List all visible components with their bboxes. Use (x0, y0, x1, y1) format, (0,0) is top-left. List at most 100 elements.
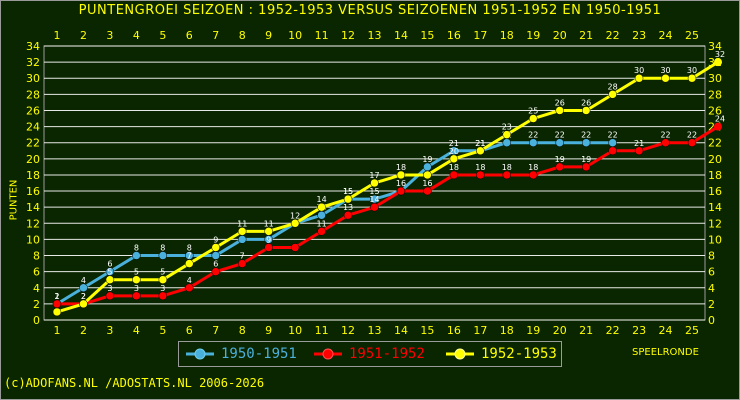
legend-item-1952-1953[interactable]: 1952-1953 (445, 342, 557, 366)
x-tick-label-top: 17 (473, 29, 487, 42)
y-tick-label-right: 16 (708, 185, 722, 198)
data-label-1952-1953: 28 (608, 82, 618, 91)
y-tick-label-left: 28 (26, 88, 40, 101)
data-point-1951-1952 (529, 170, 538, 180)
x-tick-label-top: 25 (685, 29, 699, 42)
data-label-1950-1951: 21 (475, 139, 485, 148)
data-point-1951-1952 (581, 162, 591, 172)
data-label-1951-1952: 18 (502, 163, 512, 172)
data-label-1950-1951: 16 (396, 179, 406, 188)
y-tick-label-left: 32 (26, 56, 40, 69)
data-label-1950-1951: 8 (187, 244, 192, 253)
x-tick-label-bottom: 18 (500, 324, 514, 337)
data-point-1951-1952 (449, 170, 459, 180)
y-axis-label: PUNTEN (8, 179, 20, 221)
data-point-1951-1952 (317, 227, 326, 236)
data-label-1952-1953: 18 (396, 163, 406, 172)
data-label-1952-1953: 23 (502, 123, 512, 132)
x-tick-label-bottom: 13 (368, 324, 382, 337)
x-tick-label-top: 19 (526, 29, 540, 42)
x-tick-label-top: 7 (212, 29, 219, 42)
data-label-1951-1952: 22 (687, 131, 697, 140)
data-point-1952-1953 (502, 130, 512, 139)
data-point-1952-1953 (264, 227, 273, 236)
y-tick-label-left: 0 (33, 314, 40, 327)
y-tick-label-right: 18 (708, 169, 722, 182)
x-tick-label-bottom: 5 (159, 324, 166, 337)
data-label-1951-1952: 3 (160, 284, 165, 293)
data-point-1950-1951 (529, 138, 538, 147)
data-label-1952-1953: 26 (581, 98, 591, 107)
data-label-1951-1952: 22 (660, 131, 670, 140)
chart-title: PUNTENGROEI SEIZOEN : 1952-1953 VERSUS S… (78, 3, 662, 18)
data-label-1950-1951: 15 (369, 187, 379, 196)
x-tick-label-top: 21 (579, 29, 593, 42)
series-line-1950-1951 (56, 141, 613, 306)
data-label-1952-1953: 2 (81, 292, 86, 301)
x-tick-label-top: 10 (288, 29, 302, 42)
data-label-1952-1953: 11 (264, 219, 274, 228)
y-tick-label-right: 26 (708, 104, 722, 117)
data-point-1951-1952 (608, 146, 617, 156)
data-label-1950-1951: 8 (160, 244, 165, 253)
data-point-1952-1953 (211, 243, 220, 252)
data-point-1952-1953 (687, 73, 697, 83)
data-label-1952-1953: 26 (555, 98, 565, 107)
data-point-1950-1951 (581, 138, 591, 147)
data-label-1952-1953: 5 (134, 268, 139, 277)
x-tick-label-top: 23 (632, 29, 646, 42)
x-tick-label-top: 5 (159, 29, 166, 42)
data-point-1951-1952 (158, 291, 168, 301)
y-tick-label-right: 8 (708, 250, 715, 263)
x-tick-label-top: 9 (265, 29, 272, 42)
data-point-1952-1953 (634, 73, 644, 83)
data-label-1952-1953: 15 (343, 187, 353, 196)
data-label-1951-1952: 3 (107, 284, 112, 293)
legend-label-1951-1952: 1951-1952 (349, 346, 425, 362)
data-label-1952-1953: 9 (213, 235, 218, 244)
data-label-1951-1952: 18 (449, 163, 459, 172)
x-tick-label-bottom: 3 (106, 324, 113, 337)
data-point-1951-1952 (502, 170, 512, 180)
data-point-1950-1951 (423, 162, 432, 172)
data-label-1950-1951: 4 (81, 276, 86, 285)
data-point-1950-1951 (237, 235, 247, 244)
data-label-1951-1952: 21 (634, 139, 644, 148)
data-point-1951-1952 (343, 210, 353, 220)
y-tick-label-left: 12 (26, 217, 40, 230)
data-label-1951-1952: 18 (475, 163, 485, 172)
legend-marker-1950-1951 (186, 348, 214, 360)
data-point-1952-1953 (343, 194, 353, 204)
x-tick-label-bottom: 9 (265, 324, 272, 337)
data-label-1950-1951: 22 (608, 131, 618, 140)
data-point-1950-1951 (158, 251, 168, 260)
legend-item-1951-1952[interactable]: 1951-1952 (313, 342, 425, 366)
data-label-1951-1952: 1 (54, 292, 59, 301)
x-tick-label-bottom: 22 (606, 324, 620, 337)
x-tick-label-bottom: 25 (685, 324, 699, 337)
data-point-1951-1952 (370, 202, 379, 212)
x-tick-label-bottom: 21 (579, 324, 593, 337)
x-tick-label-top: 1 (54, 29, 61, 42)
y-tick-label-left: 4 (33, 282, 40, 295)
y-tick-label-left: 6 (33, 266, 40, 279)
x-tick-label-top: 15 (420, 29, 434, 42)
y-tick-label-left: 2 (33, 298, 40, 311)
y-tick-label-right: 12 (708, 217, 722, 230)
data-point-1952-1953 (555, 106, 564, 115)
y-tick-label-left: 18 (26, 169, 40, 182)
y-tick-label-right: 28 (708, 88, 722, 101)
x-tick-label-top: 8 (239, 29, 246, 42)
legend-item-1950-1951[interactable]: 1950-1951 (185, 342, 297, 366)
data-label-end-1951-1952: 24 (715, 115, 725, 124)
data-label-1951-1952: 19 (555, 155, 565, 164)
x-tick-label-bottom: 19 (526, 324, 540, 337)
x-tick-label-bottom: 16 (447, 324, 461, 337)
data-point-1952-1953 (317, 202, 326, 212)
data-label-1952-1953: 5 (107, 268, 112, 277)
x-tick-label-bottom: 15 (420, 324, 434, 337)
legend-label-1950-1951: 1950-1951 (221, 346, 297, 362)
data-point-1952-1953 (423, 170, 432, 180)
x-tick-label-bottom: 6 (186, 324, 193, 337)
